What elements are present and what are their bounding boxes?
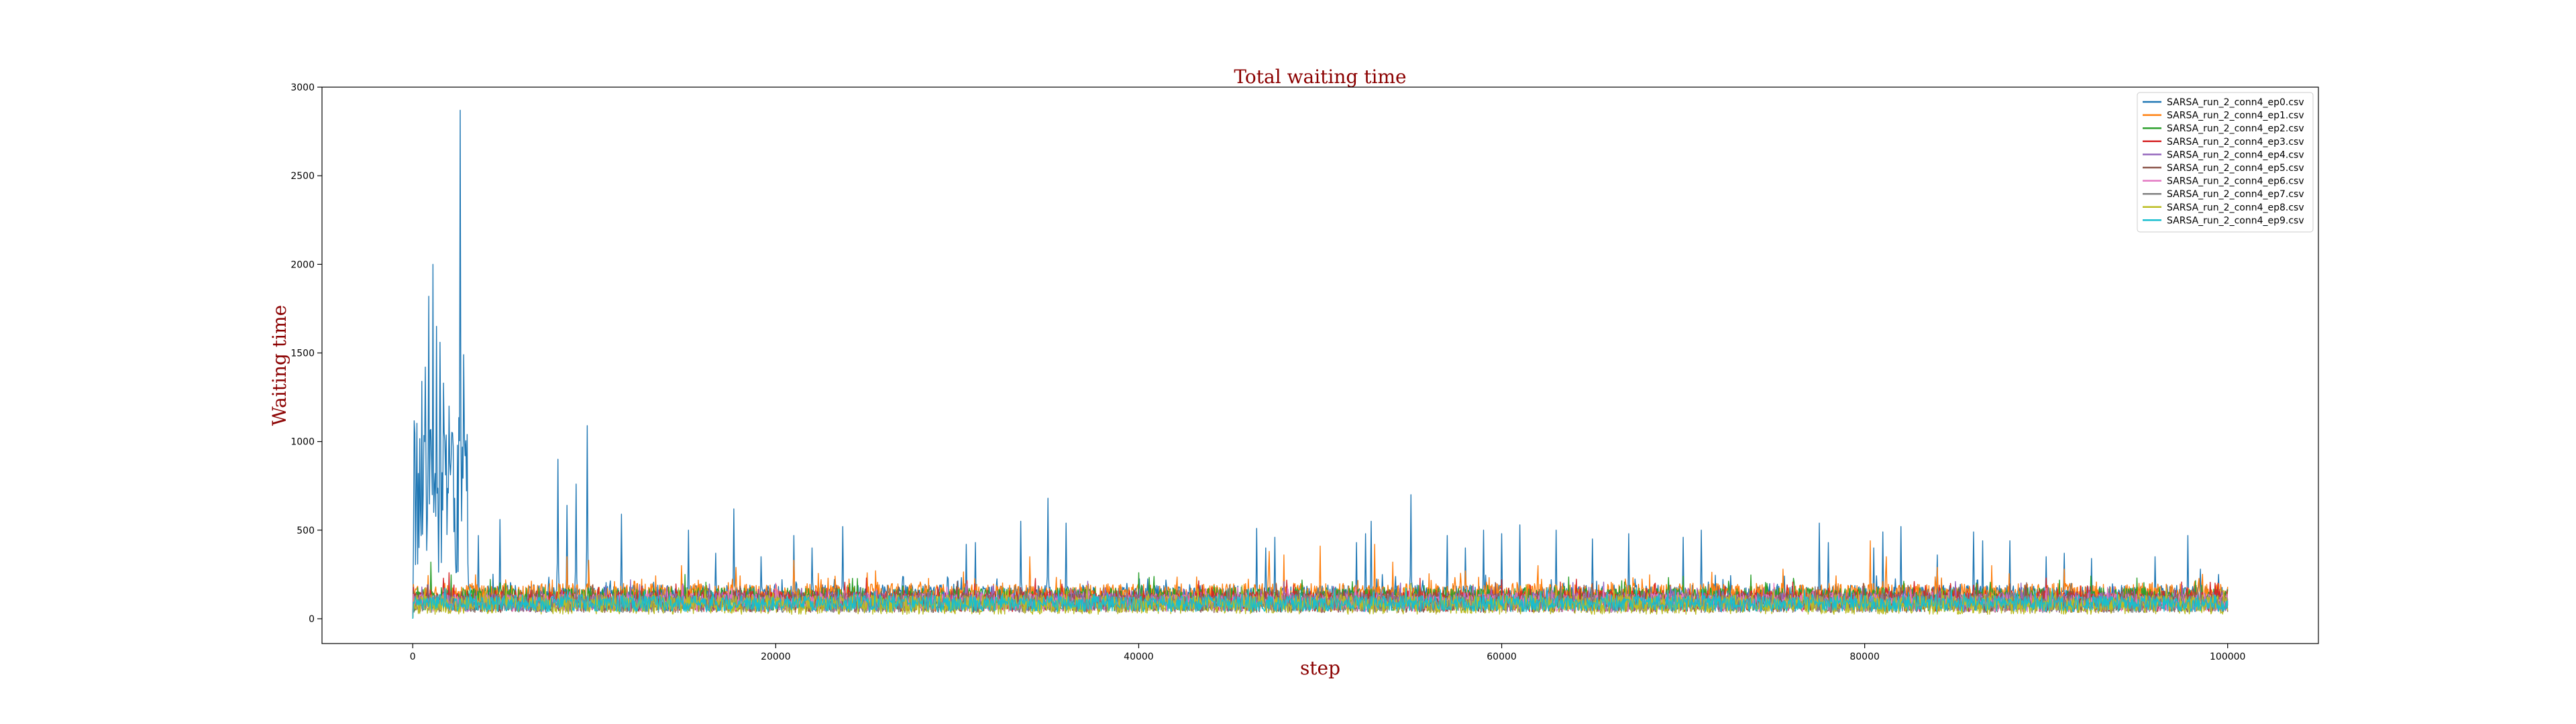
- legend-entry-label: SARSA_run_2_conn4_ep3.csv: [2167, 137, 2304, 147]
- x-tick-label: 100000: [2210, 652, 2245, 662]
- plot-frame: [321, 86, 2319, 644]
- legend-entry-label: SARSA_run_2_conn4_ep6.csv: [2167, 176, 2304, 187]
- y-tick-label: 1500: [290, 348, 315, 359]
- legend-entry-label: SARSA_run_2_conn4_ep0.csv: [2167, 97, 2304, 108]
- y-tick-label: 2000: [290, 259, 315, 270]
- y-axis-label: Waiting time: [268, 305, 290, 426]
- y-tick-label: 3000: [290, 82, 315, 93]
- legend-entry-label: SARSA_run_2_conn4_ep5.csv: [2167, 163, 2304, 174]
- x-tick-label: 40000: [1124, 652, 1154, 662]
- y-tick-label: 0: [309, 614, 315, 625]
- x-axis-ticks: 0 20000 40000 60000 80000 100000: [410, 644, 2245, 662]
- x-tick-label: 60000: [1487, 652, 1517, 662]
- legend-entry-label: SARSA_run_2_conn4_ep8.csv: [2167, 202, 2304, 213]
- chart-title: Total waiting time: [1234, 66, 1406, 88]
- legend-entry-label: SARSA_run_2_conn4_ep1.csv: [2167, 111, 2304, 121]
- legend-entry-label: SARSA_run_2_conn4_ep4.csv: [2167, 149, 2304, 160]
- legend: SARSA_run_2_conn4_ep0.csv SARSA_run_2_con…: [2137, 92, 2314, 233]
- y-tick-label: 1000: [290, 437, 315, 448]
- x-tick-label: 80000: [1849, 652, 1880, 662]
- y-axis-ticks: 0 500 1000 1500 2000 2500 3000: [290, 82, 322, 625]
- y-tick-label: 500: [297, 526, 315, 536]
- x-axis-label: step: [1300, 657, 1340, 679]
- series-line: [412, 586, 2229, 619]
- legend-box: [2137, 92, 2314, 233]
- legend-entry-label: SARSA_run_2_conn4_ep7.csv: [2167, 189, 2304, 200]
- legend-entry-label: SARSA_run_2_conn4_ep9.csv: [2167, 215, 2304, 226]
- y-tick-label: 2500: [290, 171, 315, 182]
- legend-entry-label: SARSA_run_2_conn4_ep2.csv: [2167, 123, 2304, 134]
- x-tick-label: 20000: [761, 652, 791, 662]
- plot-lines: [412, 109, 2229, 619]
- x-tick-label: 0: [410, 652, 416, 662]
